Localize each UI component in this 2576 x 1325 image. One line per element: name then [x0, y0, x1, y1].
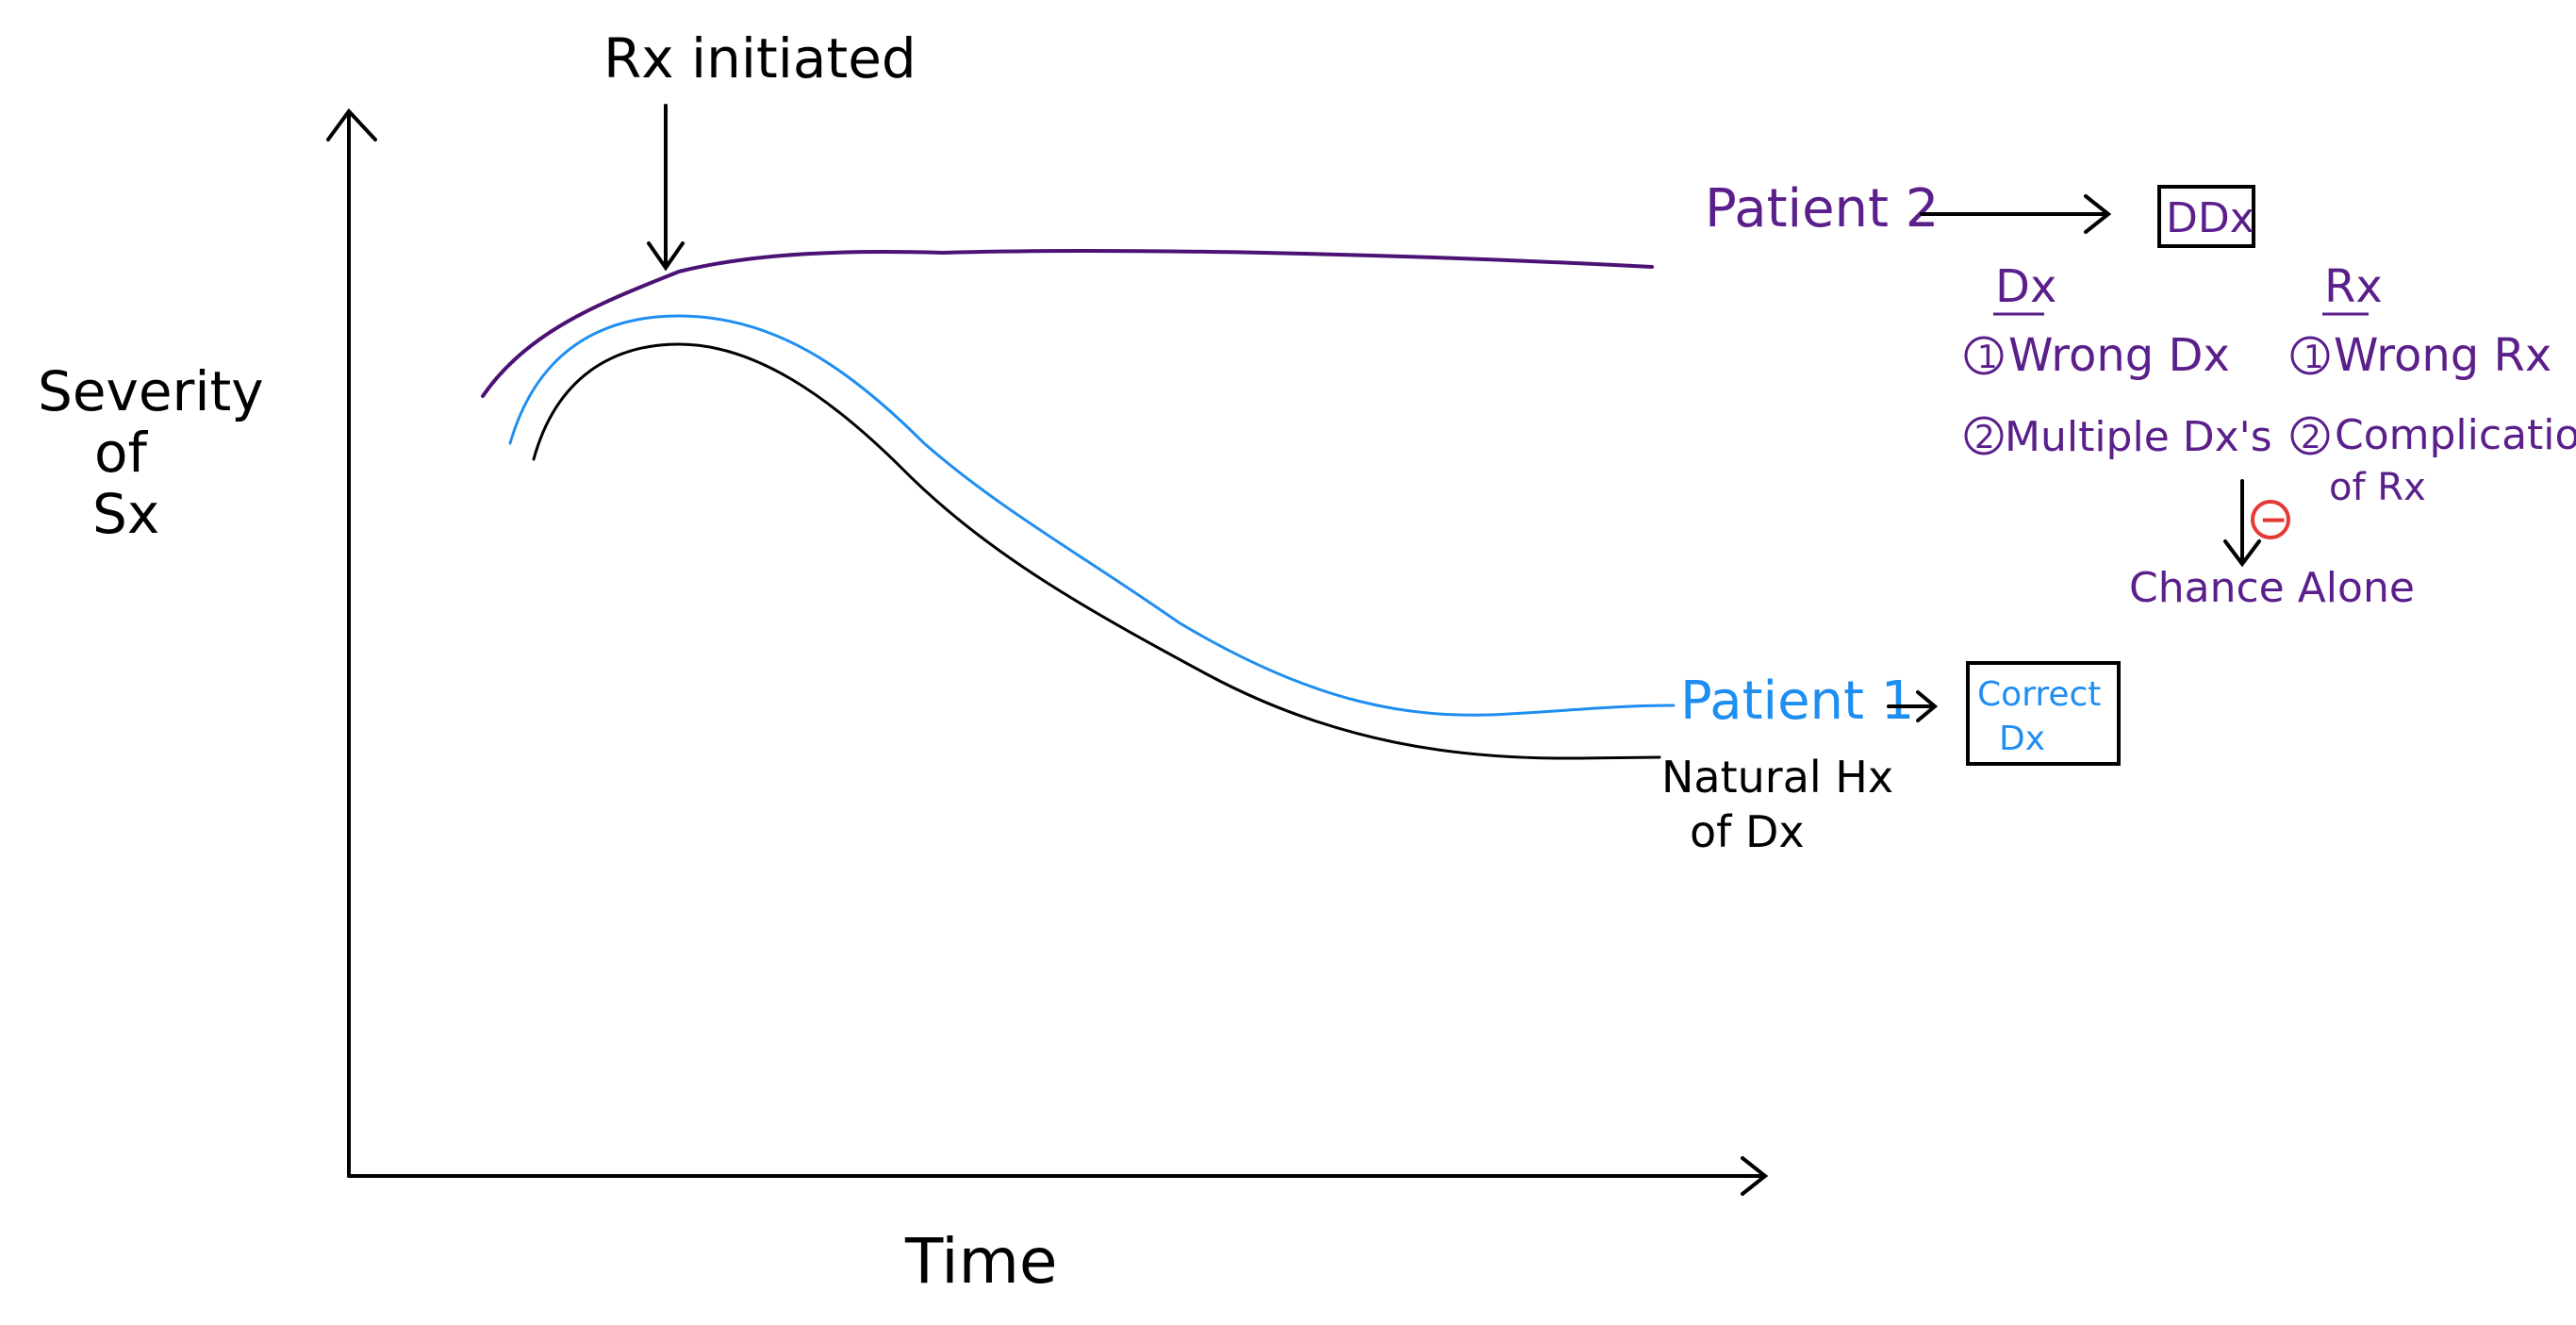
rx-item-2-number-circle — [2290, 416, 2330, 455]
dx-item-2: Multiple Dx's — [2005, 413, 2272, 461]
rx-item-1-number-circle — [2290, 336, 2330, 375]
dx-column: Dx 1 Wrong Dx 2 Multiple Dx's — [1964, 260, 2272, 461]
ddx-box-label: DDx — [2166, 194, 2254, 242]
y-axis-label-line-1: Severity — [38, 359, 264, 423]
x-axis-label: Time — [904, 1225, 1058, 1298]
dx-heading: Dx — [1995, 260, 2056, 313]
natural-history-label-line-2: of Dx — [1690, 806, 1805, 857]
rx-column: Rx 1 Wrong Rx 2 Complication of Rx — [2290, 260, 2576, 509]
dx-item-1: Wrong Dx — [2008, 329, 2230, 382]
patient-2-arrow — [1920, 194, 2112, 234]
rx-initiated-label: Rx initiated — [603, 26, 916, 91]
patient-1-label: Patient 1 — [1680, 671, 1914, 732]
rx-heading: Rx — [2324, 260, 2383, 313]
dx-item-1-number: 1 — [1977, 339, 1998, 376]
patient-2-curve — [481, 248, 1654, 398]
y-axis-label-line-3: Sx — [92, 482, 159, 546]
patient-1-curve — [508, 314, 1676, 717]
rx-item-1: Wrong Rx — [2334, 329, 2551, 382]
chance-alone-label: Chance Alone — [2129, 564, 2415, 612]
dx-item-1-number-circle — [1964, 336, 2004, 375]
rx-item-1-number: 1 — [2304, 339, 2324, 376]
chance-arrow — [2223, 479, 2261, 568]
natural-history-label-line-1: Natural Hx — [1661, 752, 1893, 803]
rx-initiated-arrow — [647, 104, 685, 272]
correct-dx-box — [1966, 661, 2121, 766]
axes — [326, 108, 1769, 1196]
rx-item-2-line-1: Complication — [2335, 411, 2576, 459]
rx-item-2-line-2: of Rx — [2329, 466, 2426, 509]
natural-history-curve — [532, 342, 1661, 760]
y-axis-label-line-2: of — [94, 421, 148, 485]
correct-dx-box-line-2: Dx — [1999, 720, 2045, 758]
rx-item-2-number: 2 — [2301, 419, 2321, 456]
dx-item-2-number-circle — [1964, 416, 2004, 455]
dx-item-2-number: 2 — [1974, 419, 1995, 456]
correct-dx-box-line-1: Correct — [1977, 675, 2101, 714]
minus-badge-circle — [2251, 500, 2290, 539]
minus-badge: − — [2259, 501, 2287, 539]
ddx-box — [2157, 185, 2255, 248]
patient-2-label: Patient 2 — [1705, 178, 1939, 240]
patient-1-arrow — [1887, 690, 1939, 722]
x-axis-arrowhead — [1741, 1156, 1769, 1196]
y-axis-arrowhead — [326, 108, 377, 141]
